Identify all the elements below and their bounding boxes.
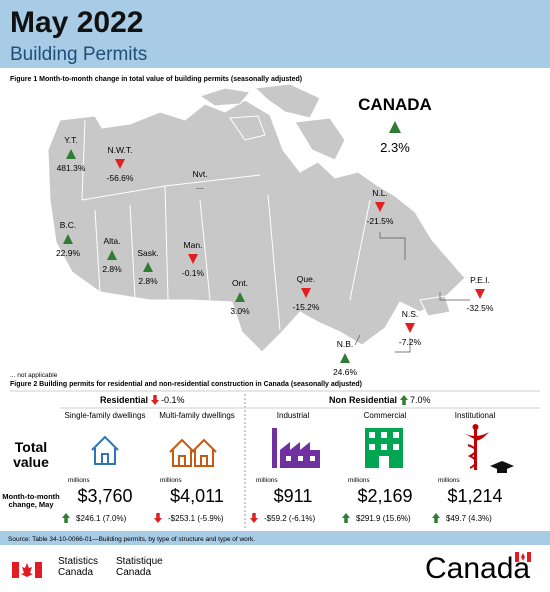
region-name: N.W.T. <box>107 145 132 155</box>
group-name: Non Residential <box>329 395 397 405</box>
direction-triangle <box>143 262 153 272</box>
icon-building <box>365 428 403 468</box>
unit: millions <box>438 477 460 484</box>
leader-lines <box>354 232 470 353</box>
region-value: ... <box>196 181 203 191</box>
region-name: Man. <box>184 240 203 250</box>
direction-triangle <box>235 292 245 302</box>
icon-caduceus <box>462 424 514 473</box>
figure-caption: Figure 1 Month-to-month change in total … <box>10 76 302 83</box>
region-value: 481.3% <box>57 163 86 173</box>
unit: millions <box>348 477 370 484</box>
direction-triangle <box>475 289 485 299</box>
region-name: Sask. <box>137 248 158 258</box>
group-change: 7.0% <box>410 395 431 405</box>
region-value: -21.5% <box>367 216 394 226</box>
total-value: $911 <box>274 486 313 506</box>
region-value: -7.2% <box>399 337 422 347</box>
column-name: Institutional <box>455 411 496 420</box>
wordmark-flag <box>515 552 531 562</box>
change-value: $291.9 (15.6%) <box>356 514 411 523</box>
row-label: Total value <box>13 439 49 471</box>
note: ... not applicable <box>10 372 58 379</box>
unit: millions <box>68 477 90 484</box>
direction-arrow <box>432 513 440 523</box>
region-name: B.C. <box>60 220 77 230</box>
direction-triangle <box>115 159 125 169</box>
figure-caption: Figure 2 Building permits for residentia… <box>10 381 362 388</box>
region-name: N.B. <box>337 339 354 349</box>
column-name: Industrial <box>277 411 310 420</box>
unit: millions <box>256 477 278 484</box>
canada-label: CANADA <box>358 95 432 114</box>
total-value: $3,760 <box>77 486 132 506</box>
region-value: 2.8% <box>138 276 158 286</box>
region-value: 22.9% <box>56 248 81 258</box>
change-value: -$59.2 (-6.1%) <box>264 514 315 523</box>
icon-house <box>91 435 119 465</box>
change-value: $246.1 (7.0%) <box>76 514 127 523</box>
total-value: $2,169 <box>357 486 412 506</box>
direction-triangle <box>340 353 350 363</box>
direction-triangle <box>66 149 76 159</box>
row-label: Month-to-month change, May <box>2 492 60 510</box>
flag <box>12 562 42 578</box>
direction-triangle <box>63 234 73 244</box>
source-band <box>0 531 550 545</box>
canada-value: 2.3% <box>380 140 410 155</box>
group-change: -0.1% <box>161 395 185 405</box>
region-value: -32.5% <box>467 303 494 313</box>
agency-fr: Statistique Canada <box>116 556 163 578</box>
wordmark: Canada <box>425 552 530 585</box>
direction-triangle <box>389 121 401 133</box>
agency-en: Statistics Canada <box>58 556 99 578</box>
title: May 2022 <box>10 6 143 39</box>
direction-triangle <box>107 250 117 260</box>
source: Source: Table 34-10-0066-01—Building per… <box>8 536 255 543</box>
region-value: 2.8% <box>102 264 122 274</box>
direction-arrow <box>342 513 350 523</box>
group-name: Residential <box>100 395 148 405</box>
subtitle: Building Permits <box>10 44 147 65</box>
region-name: Nvt. <box>192 169 207 179</box>
map <box>47 83 466 353</box>
direction-arrow <box>151 395 159 405</box>
icon-factory <box>272 428 320 468</box>
region-name: Ont. <box>232 278 248 288</box>
column-name: Commercial <box>364 411 407 420</box>
direction-triangle <box>375 202 385 212</box>
region-value: -0.1% <box>182 268 205 278</box>
region-name: N.L. <box>372 188 388 198</box>
direction-triangle <box>405 323 415 333</box>
region-value: 3.0% <box>230 306 250 316</box>
region-name: Alta. <box>103 236 120 246</box>
column-name: Single-family dwellings <box>65 411 146 420</box>
region-name: Y.T. <box>64 135 78 145</box>
unit: millions <box>160 477 182 484</box>
change-value: $49.7 (4.3%) <box>446 514 492 523</box>
header-band <box>0 0 550 68</box>
direction-triangle <box>188 254 198 264</box>
region-name: N.S. <box>402 309 419 319</box>
direction-arrow <box>154 513 162 523</box>
total-value: $1,214 <box>447 486 502 506</box>
region-name: P.E.I. <box>470 275 490 285</box>
direction-arrow <box>250 513 258 523</box>
change-value: -$253.1 (-5.9%) <box>168 514 224 523</box>
direction-arrow <box>400 395 408 405</box>
direction-triangle <box>301 288 311 298</box>
region-value: -56.6% <box>107 173 134 183</box>
icon-houses <box>169 438 217 467</box>
region-value: 24.6% <box>333 367 358 377</box>
region-value: -15.2% <box>293 302 320 312</box>
region-name: Que. <box>297 274 315 284</box>
column-name: Multi-family dwellings <box>159 411 235 420</box>
total-value: $4,011 <box>170 486 224 506</box>
direction-arrow <box>62 513 70 523</box>
